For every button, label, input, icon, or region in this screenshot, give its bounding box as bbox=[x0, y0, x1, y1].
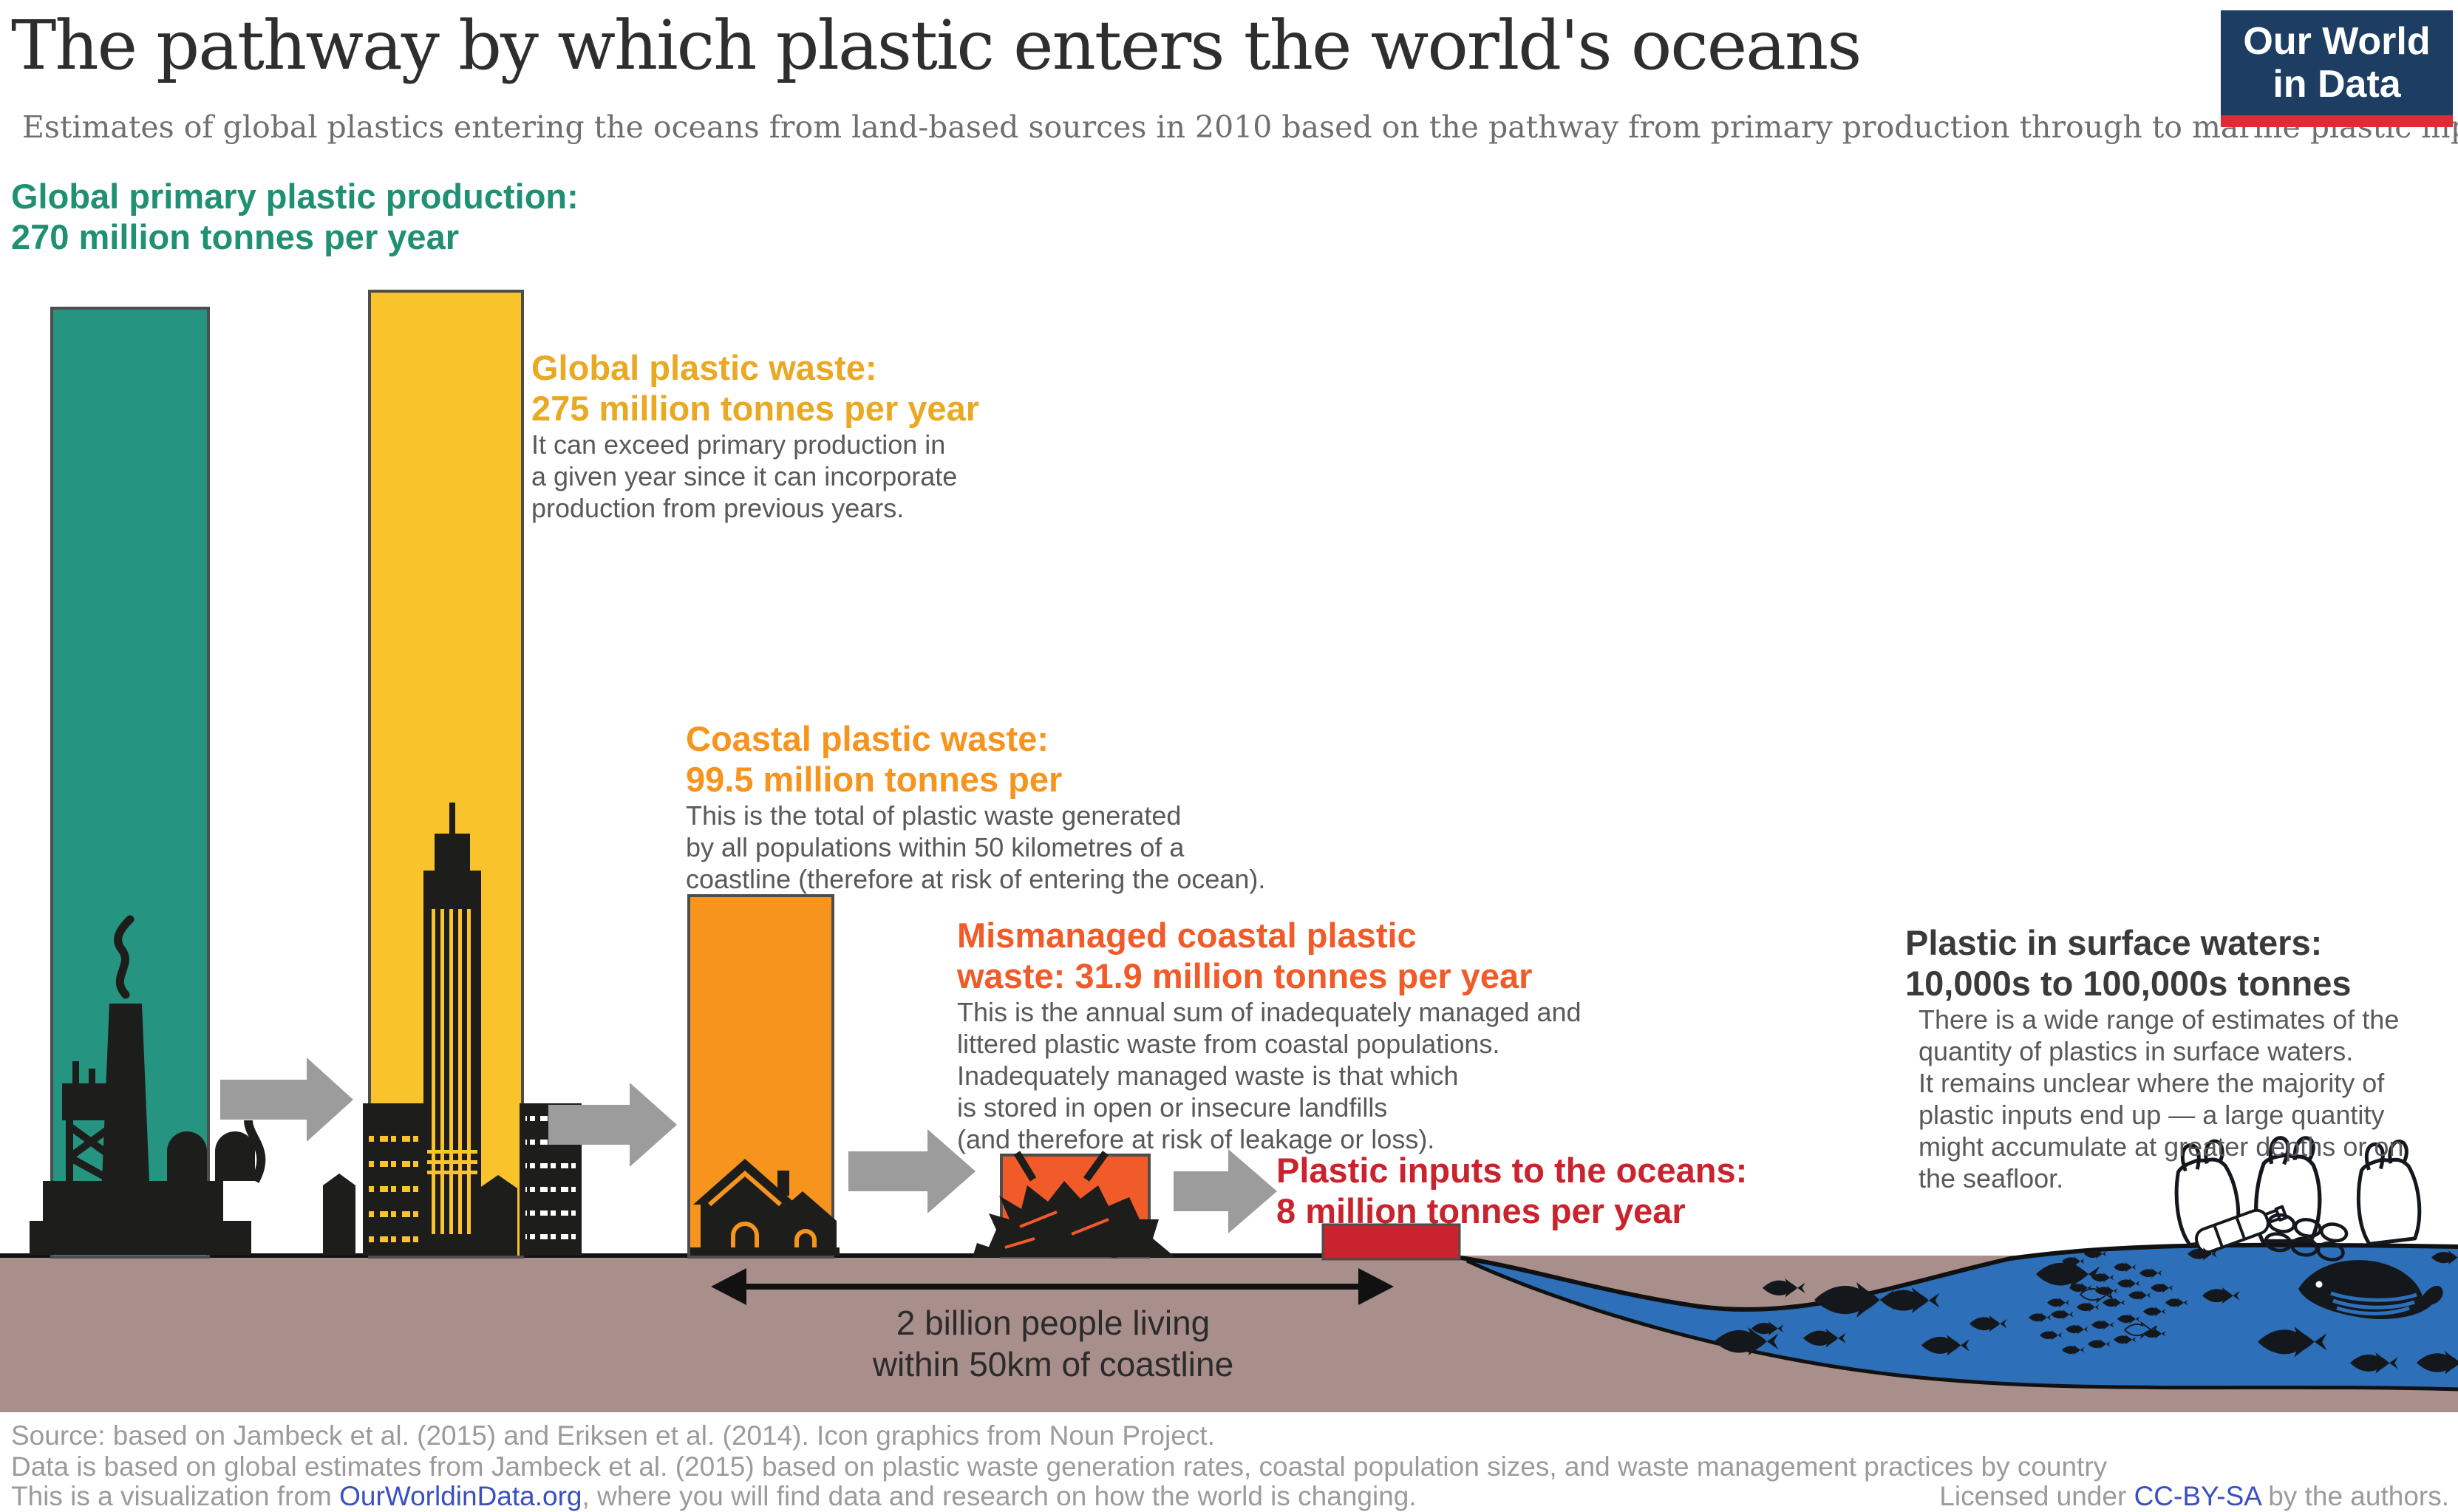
label-heading: Global primary plastic production: bbox=[11, 177, 579, 216]
coastline-span-line1: 2 billion people living bbox=[896, 1304, 1211, 1342]
footer-license-line: Licensed under CC-BY-SA by the authors. bbox=[1939, 1481, 2449, 1512]
label-value: 275 million tonnes per year bbox=[531, 389, 979, 428]
owid-logo-line2: in Data bbox=[2273, 63, 2401, 106]
label-note: It can exceed primary production in bbox=[531, 429, 946, 460]
label-note: Inadequately managed waste is that which bbox=[957, 1060, 1459, 1091]
label-note: a given year since it can incorporate bbox=[531, 461, 958, 491]
footer-license-prefix: Licensed under bbox=[1939, 1481, 2134, 1511]
label-value: 8 million tonnes per year bbox=[1276, 1191, 1686, 1230]
footer-license-suffix: by the authors. bbox=[2260, 1481, 2449, 1511]
ocean-water bbox=[1445, 1244, 2458, 1389]
flow-arrows bbox=[220, 1058, 1277, 1233]
whale-icon bbox=[2298, 1260, 2443, 1319]
license-link[interactable]: CC-BY-SA bbox=[2134, 1481, 2261, 1511]
label-value: 270 million tonnes per year bbox=[11, 217, 459, 256]
label-coastal-plastic-waste: Coastal plastic waste: 99.5 million tonn… bbox=[686, 718, 1265, 895]
coastline-span-line2: within 50km of coastline bbox=[872, 1345, 1234, 1383]
owid-logo: Our World in Data bbox=[2221, 10, 2453, 127]
label-note: littered plastic waste from coastal popu… bbox=[957, 1029, 1500, 1059]
label-heading: Plastic in surface waters: bbox=[1905, 923, 2323, 962]
label-note: production from previous years. bbox=[531, 493, 905, 523]
label-note: quantity of plastics in surface waters. bbox=[1919, 1036, 2354, 1066]
owid-link[interactable]: OurWorldinData.org bbox=[339, 1481, 582, 1511]
footer-data-line: Data is based on global estimates from J… bbox=[11, 1451, 2108, 1482]
flow-arrow-icon bbox=[848, 1129, 976, 1213]
plastic-litter bbox=[2169, 1137, 2423, 1261]
footer-attribution-prefix: This is a visualization from bbox=[11, 1481, 340, 1511]
label-note: the seafloor. bbox=[1919, 1163, 2064, 1193]
label-note: This is the annual sum of inadequately m… bbox=[957, 997, 1582, 1027]
label-heading: Global plastic waste: bbox=[531, 348, 877, 387]
seabed-line bbox=[1465, 1259, 2458, 1392]
label-surface-waters: Plastic in surface waters: 10,000s to 10… bbox=[1905, 922, 2403, 1194]
label-note: This is the total of plastic waste gener… bbox=[686, 800, 1182, 831]
factory-icon bbox=[30, 915, 266, 1255]
flow-arrow-icon bbox=[1174, 1149, 1277, 1233]
ocean-fish bbox=[1715, 1247, 2458, 1375]
bar-ocean-inputs bbox=[1321, 1223, 1461, 1261]
flow-arrow-icon bbox=[548, 1083, 677, 1167]
label-note: There is a wide range of estimates of th… bbox=[1919, 1004, 2400, 1035]
label-value: waste: 31.9 million tonnes per year bbox=[957, 956, 1533, 995]
footer-attribution-line: This is a visualization from OurWorldinD… bbox=[11, 1481, 1417, 1512]
label-note: plastic inputs end up — a large quantity bbox=[1919, 1100, 2385, 1130]
page-subtitle: Estimates of global plastics entering th… bbox=[22, 109, 2458, 145]
label-heading: Mismanaged coastal plastic bbox=[957, 916, 1417, 955]
label-note: (and therefore at risk of leakage or los… bbox=[957, 1124, 1435, 1154]
label-heading: Plastic inputs to the oceans: bbox=[1276, 1151, 1748, 1190]
label-note: might accumulate at greater depths or on bbox=[1919, 1131, 2404, 1162]
label-note: by all populations within 50 kilometres … bbox=[686, 832, 1185, 862]
trash-pile-icon bbox=[973, 1151, 1175, 1258]
label-global-plastic-waste: Global plastic waste: 275 million tonnes… bbox=[531, 347, 979, 524]
label-note: is stored in open or insecure landfills bbox=[957, 1092, 1388, 1123]
footer-source-line: Source: based on Jambeck et al. (2015) a… bbox=[11, 1420, 1215, 1451]
label-primary-production: Global primary plastic production: 270 m… bbox=[11, 176, 579, 257]
label-ocean-inputs: Plastic inputs to the oceans: 8 million … bbox=[1276, 1150, 1747, 1231]
page-title: The pathway by which plastic enters the … bbox=[11, 6, 1862, 85]
city-skyline-icon bbox=[323, 803, 582, 1256]
six-pack-rings-icon bbox=[2264, 1213, 2349, 1261]
label-heading: Coastal plastic waste: bbox=[686, 719, 1049, 758]
label-value: 10,000s to 100,000s tonnes bbox=[1905, 964, 2352, 1003]
coastline-span-label: 2 billion people living within 50km of c… bbox=[713, 1302, 1393, 1385]
owid-logo-line1: Our World bbox=[2243, 20, 2431, 63]
label-value: 99.5 million tonnes per bbox=[686, 760, 1063, 799]
flow-arrow-icon bbox=[220, 1058, 353, 1142]
coastline-span-arrow-icon bbox=[711, 1268, 1394, 1305]
houses-icon bbox=[690, 1159, 840, 1256]
footer-attribution-suffix: , where you will find data and research … bbox=[582, 1481, 1417, 1511]
label-note: It remains unclear where the majority of bbox=[1919, 1068, 2385, 1098]
label-mismanaged-waste: Mismanaged coastal plastic waste: 31.9 m… bbox=[957, 915, 1582, 1155]
label-note: coastline (therefore at risk of entering… bbox=[686, 864, 1266, 894]
